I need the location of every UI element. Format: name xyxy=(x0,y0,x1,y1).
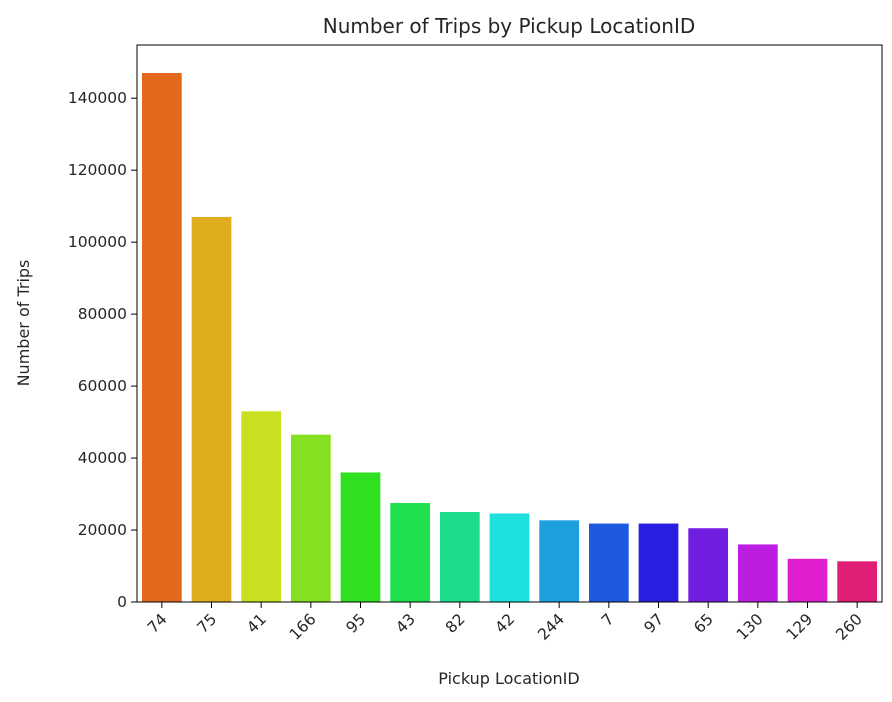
bar-95 xyxy=(340,472,381,602)
x-tick-label: 244 xyxy=(534,610,568,644)
bar-260 xyxy=(837,561,878,602)
bar-97 xyxy=(638,523,679,602)
y-tick-label: 80000 xyxy=(78,305,127,323)
y-axis-label: Number of Trips xyxy=(14,260,33,387)
y-tick-label: 60000 xyxy=(78,377,127,395)
x-tick-label: 7 xyxy=(598,610,618,630)
x-tick-label: 130 xyxy=(733,610,767,644)
y-tick-label: 20000 xyxy=(78,521,127,539)
plot-frame xyxy=(136,44,883,603)
bar-65 xyxy=(688,528,729,602)
x-axis: 74 75 41 166 95 43 82 42 244 7 97 65 130 129 260 xyxy=(144,602,866,644)
bar-130 xyxy=(737,544,778,602)
x-tick-label: 65 xyxy=(690,610,717,637)
y-axis: 0 20000 40000 60000 80000 100000 120000 140000 xyxy=(68,89,137,611)
y-tick-label: 40000 xyxy=(78,449,127,467)
x-tick-label: 95 xyxy=(343,610,370,637)
x-axis-label: Pickup LocationID xyxy=(438,669,579,688)
x-tick-label: 43 xyxy=(392,610,419,637)
bar-43 xyxy=(390,503,431,602)
y-tick-label: 140000 xyxy=(68,89,127,107)
x-tick-label: 97 xyxy=(641,610,668,637)
bar-166 xyxy=(290,434,331,602)
bar-244 xyxy=(539,520,580,602)
x-tick-label: 166 xyxy=(286,610,320,644)
x-tick-label: 42 xyxy=(492,610,519,637)
bar-75 xyxy=(191,216,232,602)
x-tick-label: 82 xyxy=(442,610,469,637)
x-tick-label: 75 xyxy=(194,610,221,637)
bar-82 xyxy=(439,512,480,602)
bar-41 xyxy=(241,411,282,602)
bar-7 xyxy=(588,523,629,602)
bars-group xyxy=(141,73,878,602)
x-tick-label: 260 xyxy=(832,610,866,644)
y-tick-label: 100000 xyxy=(68,233,127,251)
x-tick-label: 41 xyxy=(243,610,270,637)
bar-42 xyxy=(489,513,530,602)
bar-129 xyxy=(787,558,828,602)
chart-title: Number of Trips by Pickup LocationID xyxy=(323,14,696,38)
y-tick-label: 120000 xyxy=(68,161,127,179)
y-tick-label: 0 xyxy=(117,593,127,611)
bar-74 xyxy=(141,73,182,602)
x-tick-label: 74 xyxy=(144,610,171,637)
x-tick-label: 129 xyxy=(783,610,817,644)
